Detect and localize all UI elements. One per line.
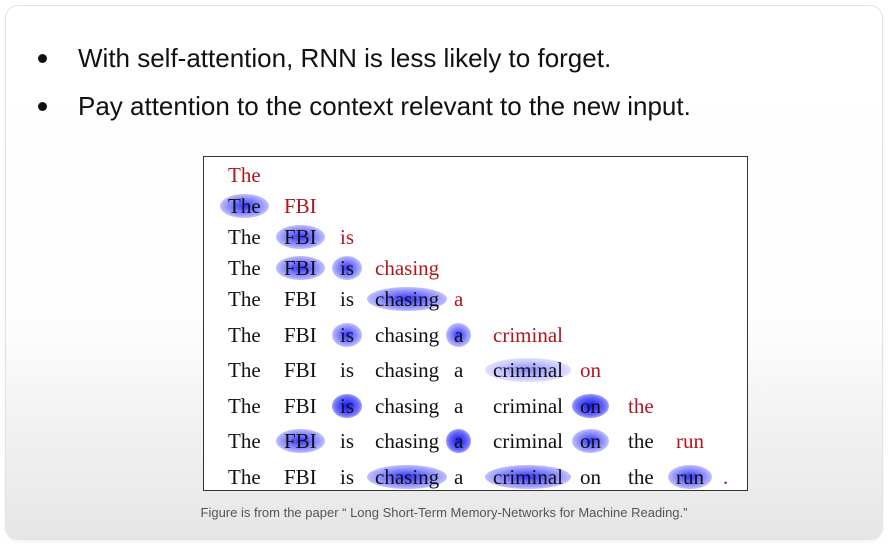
- figure-row: The FBI is: [204, 222, 747, 252]
- figure-word-attended: The: [220, 191, 269, 221]
- figure-word: chasing: [375, 358, 440, 382]
- figure-word-attended: criminal: [485, 355, 571, 385]
- figure-word: The: [228, 394, 261, 418]
- figure-word-new: The: [228, 163, 261, 187]
- figure-word: The: [228, 323, 261, 347]
- bullet-item-forget: With self-attention, RNN is less likely …: [36, 40, 691, 88]
- figure-row: The: [204, 160, 747, 190]
- figure-word-attended: a: [445, 320, 472, 350]
- figure-word-new: .: [723, 465, 729, 489]
- figure-word-new: chasing: [375, 256, 440, 280]
- figure-word-attended: chasing: [366, 284, 448, 314]
- figure-word-new: a: [454, 287, 464, 311]
- figure-word: a: [454, 358, 464, 382]
- figure-word: chasing: [375, 394, 440, 418]
- figure-word-new: the: [628, 394, 654, 418]
- figure-word-attended: on: [572, 426, 609, 456]
- figure-word-attended: is: [331, 391, 363, 421]
- figure-word: The: [228, 225, 261, 249]
- figure-row: The FBI is chasing a criminal on: [204, 355, 747, 385]
- figure-word: FBI: [284, 465, 317, 489]
- figure-row: The FBI is chasing: [204, 253, 747, 283]
- bullet-list: With self-attention, RNN is less likely …: [36, 40, 691, 136]
- figure-word: is: [340, 358, 355, 382]
- figure-caption: Figure is from the paper “ Long Short-Te…: [200, 505, 688, 520]
- figure-word: the: [628, 465, 654, 489]
- bullet-dot: [38, 54, 47, 63]
- figure-word: the: [628, 429, 654, 453]
- figure-row: The FBI is chasing a criminal on the: [204, 391, 747, 421]
- figure-word: chasing: [375, 323, 440, 347]
- figure-word-attended: FBI: [276, 426, 325, 456]
- figure-word-attended: criminal: [485, 462, 571, 492]
- figure-word-attended: a: [445, 426, 472, 456]
- figure-word: is: [340, 465, 355, 489]
- figure-word: The: [228, 465, 261, 489]
- figure-word-attended: run: [668, 462, 712, 492]
- slide: With self-attention, RNN is less likely …: [6, 6, 882, 539]
- figure-word: FBI: [284, 358, 317, 382]
- figure-word: FBI: [284, 287, 317, 311]
- figure-word-new: is: [340, 225, 355, 249]
- figure-row: The FBI is chasing a criminal on the run: [204, 426, 747, 456]
- figure-word: a: [454, 394, 464, 418]
- figure-word-attended: FBI: [276, 253, 325, 283]
- figure-word-attended: is: [331, 253, 363, 283]
- figure-word: criminal: [493, 429, 563, 453]
- figure-word-new: on: [580, 358, 601, 382]
- figure-word-new: FBI: [284, 194, 317, 218]
- figure-word: The: [228, 256, 261, 280]
- figure-word: The: [228, 429, 261, 453]
- attention-figure: The The FBI The FBI is The FBI is chasing The FBI is…: [203, 156, 748, 491]
- figure-word-attended: FBI: [276, 222, 325, 252]
- bullet-text: Pay attention to the context relevant to…: [78, 91, 691, 121]
- figure-row: The FBI is chasing a criminal on the run.: [204, 462, 747, 492]
- figure-row: The FBI is chasing a criminal: [204, 320, 747, 350]
- figure-word-new: run: [676, 429, 704, 453]
- figure-word: is: [340, 287, 355, 311]
- figure-word: The: [228, 287, 261, 311]
- figure-word-attended: on: [572, 391, 609, 421]
- figure-word: FBI: [284, 323, 317, 347]
- bullet-text: With self-attention, RNN is less likely …: [78, 43, 612, 73]
- figure-word-attended: chasing: [366, 462, 448, 492]
- figure-word: criminal: [493, 394, 563, 418]
- figure-row: The FBI: [204, 191, 747, 221]
- bullet-dot: [38, 102, 47, 111]
- figure-word-new: criminal: [493, 323, 563, 347]
- figure-word: FBI: [284, 394, 317, 418]
- figure-word-attended: is: [331, 320, 363, 350]
- figure-word: on: [580, 465, 601, 489]
- figure-word: a: [454, 465, 464, 489]
- figure-row: The FBI is chasing a: [204, 284, 747, 314]
- figure-word: is: [340, 429, 355, 453]
- figure-word: chasing: [375, 429, 440, 453]
- figure-word: The: [228, 358, 261, 382]
- bullet-item-context: Pay attention to the context relevant to…: [36, 88, 691, 136]
